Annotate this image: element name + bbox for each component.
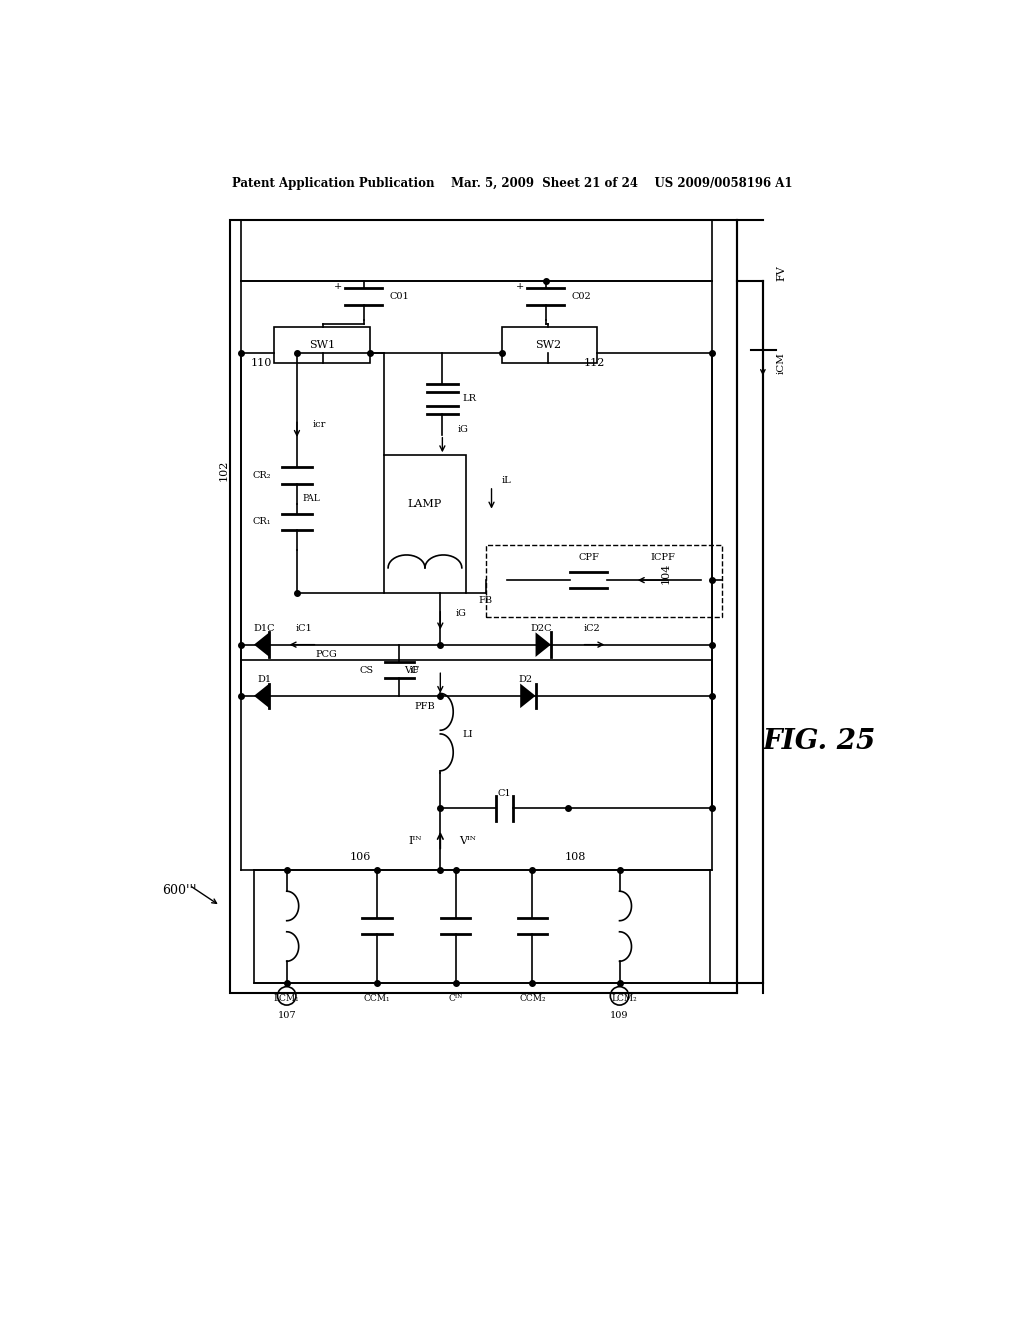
Text: SW1: SW1 [309,341,336,350]
Polygon shape [536,632,551,657]
Text: 102: 102 [218,459,228,482]
Text: +: + [516,281,524,290]
Text: Patent Application Publication    Mar. 5, 2009  Sheet 21 of 24    US 2009/005819: Patent Application Publication Mar. 5, 2… [231,177,793,190]
Text: 112: 112 [584,358,605,368]
Text: CPF: CPF [579,553,599,562]
Text: 600''': 600''' [162,884,197,896]
Bar [254,870,710,982]
Text: iC2: iC2 [584,624,600,632]
Text: PFB: PFB [415,702,435,710]
Text: D2C: D2C [530,624,551,632]
Polygon shape [520,684,536,708]
Text: iL: iL [502,477,512,486]
Text: PAL: PAL [302,494,319,503]
Text: Iᴵᴺ: Iᴵᴺ [409,837,422,846]
Text: Vᴵᴺ: Vᴵᴺ [459,837,475,846]
Polygon shape [254,684,269,708]
Text: +: + [334,281,342,290]
Text: C1: C1 [498,788,511,797]
Text: LAMP: LAMP [408,499,442,508]
Bar [241,281,712,660]
Text: D2: D2 [518,675,532,684]
Text: PCG: PCG [315,651,337,660]
Text: CCM₂: CCM₂ [519,994,546,1003]
Bar [486,545,722,616]
Text: iG: iG [458,425,469,434]
Text: 104: 104 [660,562,671,583]
Text: C01: C01 [389,292,409,301]
Text: LCM₁: LCM₁ [273,994,300,1003]
Text: FIG. 25: FIG. 25 [763,729,876,755]
Text: 109: 109 [610,1011,629,1020]
Text: Cᴵᴺ: Cᴵᴺ [449,994,463,1003]
Text: C02: C02 [571,292,591,301]
Bar [230,219,737,993]
Text: 107: 107 [278,1011,296,1020]
Text: ICPF: ICPF [650,553,675,562]
Polygon shape [254,632,269,657]
Text: CR₂: CR₂ [253,471,271,480]
Text: 106: 106 [350,851,371,862]
Text: CCM₁: CCM₁ [364,994,390,1003]
Text: iF: iF [410,665,420,675]
Text: CR₁: CR₁ [253,517,271,527]
Text: LCM₂: LCM₂ [611,994,638,1003]
Text: LI: LI [463,730,473,739]
Text: 110: 110 [251,358,272,368]
Text: D1C: D1C [254,624,274,632]
Text: iC1: iC1 [296,624,312,632]
Text: FV: FV [776,265,786,281]
Text: SW2: SW2 [535,341,561,350]
Bar [274,327,370,363]
Text: iCM: iCM [776,352,785,374]
Text: iG: iG [456,610,467,618]
Text: LR: LR [463,395,477,404]
Text: D1: D1 [257,675,271,684]
Text: 108: 108 [565,851,586,862]
Text: VC: VC [404,665,419,675]
Text: CS: CS [359,665,374,675]
Text: icr: icr [312,420,326,429]
Bar [502,327,597,363]
Bar [384,455,466,594]
Text: FB: FB [478,597,493,605]
